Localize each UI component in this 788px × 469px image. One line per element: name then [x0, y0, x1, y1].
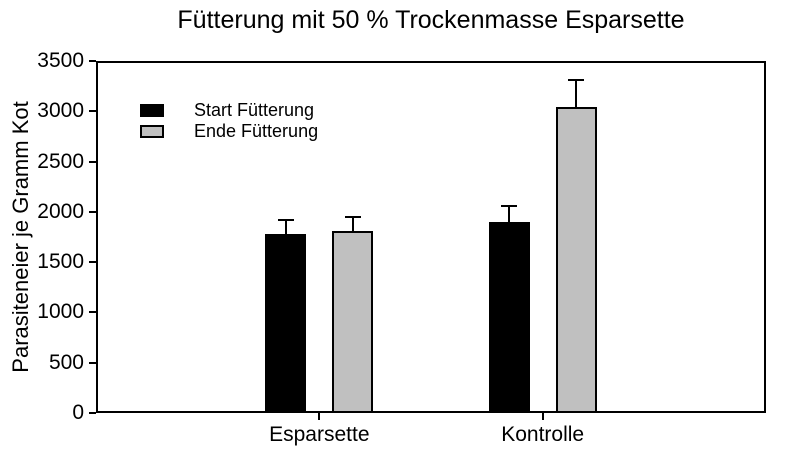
- y-tick-0: [89, 412, 96, 414]
- y-tick-label-2500: 2500: [37, 149, 84, 173]
- error-bar-start-kontrolle: [508, 206, 511, 222]
- y-axis-title: Parasiteneier je Gramm Kot: [8, 101, 33, 373]
- y-tick-label-2000: 2000: [37, 199, 84, 223]
- legend-label-start: Start Fütterung: [194, 100, 315, 120]
- y-tick-3500: [89, 60, 96, 62]
- x-axis-label-esparsette: Esparsette: [269, 423, 370, 446]
- error-bar-cap-start-kontrolle: [501, 205, 518, 208]
- chart-title: Fütterung mit 50 % Trockenmasse Esparset…: [177, 6, 685, 34]
- legend-item-ende: Ende Fütterung: [140, 121, 318, 141]
- bar-ende-kontrolle: [555, 106, 597, 413]
- legend-label-ende: Ende Fütterung: [194, 121, 319, 141]
- error-bar-start-esparsette: [284, 220, 287, 235]
- error-bar-cap-ende-esparsette: [344, 216, 361, 219]
- y-tick-label-3500: 3500: [37, 49, 84, 72]
- y-tick-label-3000: 3000: [37, 99, 84, 123]
- bar-start-esparsette: [265, 234, 307, 413]
- y-tick-label-1500: 1500: [37, 250, 84, 274]
- legend-item-start: Start Fütterung: [140, 100, 318, 120]
- x-axis-label-kontrolle: Kontrolle: [501, 423, 585, 446]
- y-tick-2000: [89, 210, 96, 213]
- plot-area: [96, 61, 766, 413]
- x-tick-esparsette: [318, 413, 321, 420]
- x-tick-kontrolle: [541, 413, 544, 420]
- y-tick-label-500: 500: [48, 350, 84, 374]
- y-tick-1000: [89, 311, 96, 314]
- error-bar-ende-kontrolle: [575, 79, 578, 107]
- error-bar-cap-ende-kontrolle: [568, 78, 585, 81]
- y-tick-1500: [89, 261, 96, 264]
- bar-start-kontrolle: [488, 221, 530, 413]
- error-bar-cap-start-esparsette: [277, 219, 294, 222]
- legend-swatch-start: [140, 103, 164, 117]
- y-tick-2500: [89, 160, 96, 163]
- y-tick-3000: [89, 110, 96, 113]
- y-tick-label-1000: 1000: [37, 300, 84, 324]
- error-bar-ende-esparsette: [351, 217, 354, 231]
- legend: Start Fütterung Ende Fütterung: [140, 100, 318, 142]
- y-tick-label-0: 0: [72, 401, 84, 424]
- bar-ende-esparsette: [332, 230, 374, 413]
- y-tick-500: [89, 361, 96, 364]
- legend-swatch-ende: [140, 124, 164, 138]
